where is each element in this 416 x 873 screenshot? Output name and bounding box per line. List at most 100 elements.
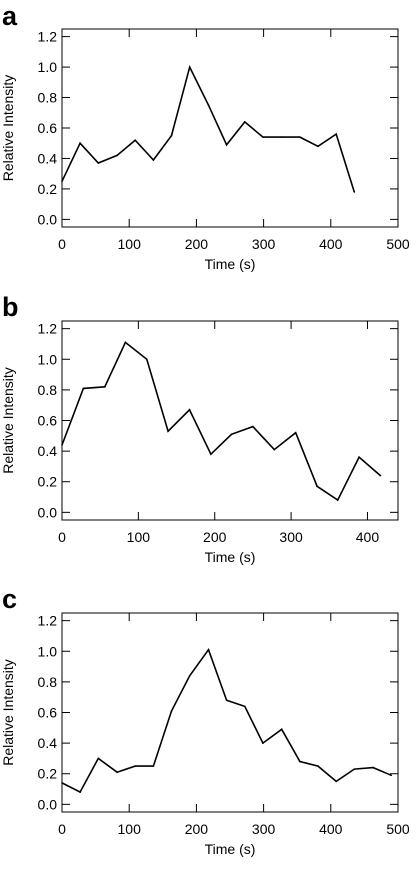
- x-tick-label: 300: [279, 529, 303, 545]
- data-point: [335, 133, 337, 135]
- data-point: [335, 780, 337, 783]
- data-point: [134, 765, 137, 767]
- y-tick-label: 1.0: [38, 351, 58, 367]
- data-point: [116, 154, 118, 157]
- data-point: [262, 742, 264, 744]
- panel-a: a 0 100 200 300 400 500 0.0 0.2 0.4 0.6 0.8 1.0 1.2 Ti…: [0, 1, 410, 272]
- data-point: [79, 791, 81, 793]
- data-point: [230, 433, 233, 436]
- y-tick-label: 0.2: [38, 181, 58, 197]
- plot-frame: [61, 612, 399, 813]
- y-tick-label: 0.4: [38, 443, 58, 459]
- y-tick-label: 0.8: [38, 90, 58, 106]
- data-point: [353, 768, 356, 770]
- plot-frame: [61, 320, 399, 521]
- data-point: [152, 159, 155, 161]
- x-tick-label: 100: [127, 529, 151, 545]
- y-tick-label: 0.2: [38, 766, 58, 782]
- panel-letter: c: [2, 584, 17, 614]
- panel-b: b 0 100 200 300 400 0.0 0.2 0.4 0.6 0.8 1.0 1.2 Time …: [0, 292, 399, 565]
- data-point: [124, 341, 127, 344]
- x-tick-label: 0: [58, 529, 66, 545]
- y-axis-label: Relative Intensity: [0, 75, 16, 182]
- data-point: [358, 456, 360, 459]
- y-tick-label: 0.2: [38, 474, 58, 490]
- y-tick-label: 0.0: [38, 211, 58, 227]
- panel-letter: b: [2, 292, 19, 322]
- data-point: [152, 765, 155, 767]
- data-point: [225, 143, 228, 146]
- data-point: [79, 142, 81, 145]
- y-tick-label: 1.0: [38, 643, 58, 659]
- data-point: [280, 136, 283, 138]
- y-axis-label: Relative Intensity: [0, 659, 16, 766]
- data-point: [82, 387, 85, 390]
- x-tick-label: 200: [185, 236, 209, 252]
- x-tick-label: 300: [252, 821, 276, 837]
- data-point: [61, 444, 63, 446]
- y-tick-label: 0.4: [38, 735, 58, 751]
- x-tick-label: 200: [185, 821, 209, 837]
- x-tick-label: 0: [58, 821, 66, 837]
- series-line: [61, 64, 356, 193]
- data-point: [210, 453, 212, 455]
- y-tick-label: 0.0: [38, 796, 58, 812]
- data-point: [379, 474, 382, 477]
- data-point: [252, 425, 254, 428]
- data-point: [316, 485, 318, 488]
- data-point: [353, 191, 356, 193]
- x-tick-label: 100: [118, 236, 142, 252]
- y-tick-label: 0.8: [38, 382, 58, 398]
- x-tick-label: 100: [118, 821, 142, 837]
- y-tick-label: 0.6: [38, 120, 58, 136]
- data-point: [97, 757, 100, 760]
- data-point: [61, 782, 63, 784]
- series-line: [61, 647, 392, 794]
- data-point: [243, 705, 246, 708]
- x-tick-label: 400: [319, 821, 343, 837]
- data-point: [243, 121, 246, 123]
- series-line: [61, 341, 381, 502]
- x-axis-label: Time (s): [205, 256, 256, 272]
- x-tick-label: 500: [386, 821, 410, 837]
- x-tick-label: 300: [252, 236, 276, 252]
- data-point: [61, 180, 63, 183]
- data-point: [299, 760, 301, 763]
- y-tick-label: 0.0: [38, 504, 58, 520]
- data-point: [116, 771, 118, 773]
- data-point: [336, 499, 339, 501]
- y-tick-label: 0.6: [38, 705, 58, 721]
- data-point: [145, 358, 148, 361]
- panel-c: c 0 100 200 300 400 500 0.0 0.2 0.4 0.6 0.8 1.0 1.2 Ti…: [0, 584, 410, 857]
- x-tick-label: 400: [319, 236, 343, 252]
- y-tick-label: 0.6: [38, 413, 58, 429]
- panel-letter: a: [2, 1, 18, 31]
- y-tick-label: 0.4: [38, 150, 58, 166]
- data-point: [280, 728, 283, 731]
- data-point: [103, 386, 106, 388]
- x-axis-label: Time (s): [205, 841, 256, 857]
- x-tick-label: 400: [356, 529, 380, 545]
- data-point: [299, 136, 301, 138]
- data-point: [273, 448, 276, 451]
- data-point: [207, 104, 210, 106]
- data-point: [372, 766, 374, 769]
- y-axis-label: Relative Intensity: [0, 367, 16, 474]
- data-point: [170, 710, 173, 712]
- data-point: [317, 145, 319, 148]
- data-point: [294, 431, 297, 434]
- data-point: [262, 136, 264, 138]
- data-point: [170, 134, 173, 137]
- data-point: [207, 648, 210, 651]
- y-tick-label: 0.8: [38, 674, 58, 690]
- plot-frame: [61, 28, 399, 228]
- data-point: [97, 162, 100, 164]
- data-point: [188, 674, 191, 677]
- y-tick-label: 1.2: [38, 321, 58, 337]
- data-point: [188, 66, 191, 68]
- data-point: [134, 139, 137, 141]
- y-tick-label: 1.0: [38, 59, 58, 75]
- x-tick-label: 500: [386, 236, 410, 252]
- data-point: [167, 430, 169, 433]
